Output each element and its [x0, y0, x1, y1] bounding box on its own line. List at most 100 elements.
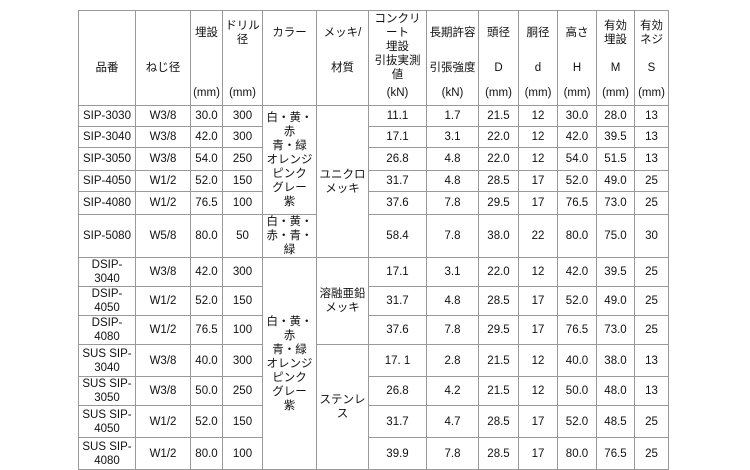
- cell: 48.5: [596, 405, 635, 438]
- header-text: 引抜実測値: [374, 55, 421, 81]
- header-top: 長期許容: [428, 12, 478, 56]
- cell: 52.0: [190, 170, 223, 192]
- part-number: SUS SIP- 4050: [78, 405, 136, 438]
- part-number-line: DSIP-4050: [91, 288, 123, 314]
- header-stack: 品番: [80, 12, 135, 105]
- header-top: ドリル径: [224, 12, 262, 56]
- part-number: SUS SIP- 3050: [78, 376, 136, 406]
- header-text: 埋設: [386, 41, 409, 53]
- data-row: DSIP-4080 W1/2 76.5 100 37.6 7.8 29.5 17 76.5 73.…: [78, 315, 669, 345]
- header-unit: (mm): [520, 81, 557, 105]
- color-line: グレー: [272, 182, 307, 194]
- header-stack: 高さ H (mm): [559, 12, 596, 105]
- cell: 4.2: [426, 376, 479, 406]
- cell: 7.8: [426, 214, 479, 258]
- header-text: 頭径: [487, 27, 510, 39]
- cell: 48.0: [596, 376, 635, 406]
- header-top: 有効 埋設: [598, 12, 634, 56]
- header-stack: メッキ/材質: [318, 12, 368, 105]
- header-text: ネジ: [640, 34, 663, 46]
- data-row: SUS SIP- 4050 W1/2 52.0 150 31.7 4.7 28.5 17 52.0…: [78, 405, 669, 438]
- cell: 17: [518, 170, 558, 192]
- cell: W3/8: [135, 344, 191, 377]
- cell: 37.6: [368, 315, 427, 345]
- header-unit: (kN): [428, 81, 478, 105]
- header-text: メッキ/: [323, 27, 362, 39]
- header-unit: (mm): [559, 81, 596, 105]
- cell: 250: [222, 376, 263, 406]
- cell: 37.6: [368, 191, 427, 215]
- header-top: メッキ/: [318, 12, 368, 56]
- cell: 7.8: [426, 315, 479, 345]
- cell: 52.0: [190, 405, 223, 438]
- header-text: 径: [236, 34, 249, 46]
- cell: W1/2: [135, 437, 191, 470]
- cell: 100: [222, 315, 263, 345]
- header-text: M: [610, 62, 621, 74]
- cell: 52.0: [190, 286, 223, 316]
- cell: 12: [518, 344, 558, 377]
- cell: 7.8: [426, 191, 479, 215]
- cell: 300: [222, 126, 263, 148]
- header-text: 有効: [640, 20, 663, 32]
- cell: 76.5: [190, 191, 223, 215]
- part-number-line: 3040: [94, 361, 120, 374]
- cell: 13: [634, 344, 669, 377]
- cell: W3/8: [135, 257, 191, 287]
- material-line: ステンレス: [319, 394, 366, 420]
- part-number: SIP-5080: [78, 214, 136, 258]
- cell: 80.0: [557, 437, 597, 470]
- data-row: SUS SIP- 3040 W3/8 40.0 300 ステンレス 17. 1 2.8 21.5…: [78, 344, 669, 470]
- color-line: オレンジ: [266, 154, 313, 166]
- header-cell: メッキ/材質: [316, 10, 369, 106]
- cell: 21.5: [478, 344, 519, 377]
- part-number-line: SUS SIP-: [82, 408, 132, 421]
- cell: 31.7: [368, 286, 427, 316]
- cell: 80.0: [190, 214, 223, 258]
- header-mid: 品番: [80, 55, 135, 81]
- cell: 300: [222, 257, 263, 287]
- part-number: SIP-4080: [78, 191, 136, 215]
- material-line: メッキ: [325, 182, 360, 195]
- cell: 50.0: [190, 376, 223, 406]
- cell: 17: [518, 315, 558, 345]
- header-stack: ドリル径 (mm): [224, 12, 262, 105]
- color-line: 白・黄・赤: [266, 315, 313, 342]
- header-text: カラー: [272, 27, 307, 39]
- part-number-line: SIP-4050: [83, 175, 131, 187]
- header-unit: [318, 81, 368, 105]
- cell: 76.5: [596, 437, 635, 470]
- data-row: SIP-4080 W1/2 76.5 100 37.6 7.8 29.5 17 76.5 73.0…: [78, 191, 669, 215]
- cell: 26.8: [368, 147, 427, 171]
- cell: 12: [518, 105, 558, 127]
- cell: 30.0: [557, 105, 597, 127]
- cell: 12: [518, 147, 558, 171]
- header-top: 頭径: [480, 12, 518, 56]
- header-cell: 埋設 (mm): [190, 10, 223, 106]
- cell: 25: [634, 437, 669, 470]
- header-unit: (mm): [480, 81, 518, 105]
- cell: 17: [518, 191, 558, 215]
- data-row: SIP-5080 W5/8 80.0 50 白・黄・ 赤・青・緑 58.4 7.8 38.0 22…: [78, 214, 669, 258]
- cell: 2.8: [426, 344, 479, 377]
- cell: 28.5: [478, 437, 519, 470]
- cell: 17: [518, 286, 558, 316]
- part-number: SUS SIP- 4080: [78, 437, 136, 470]
- cell: W1/2: [135, 191, 191, 215]
- cell: 4.8: [426, 147, 479, 171]
- header-text: 有効: [604, 20, 627, 32]
- header-mid: D: [480, 55, 518, 81]
- cell: 40.0: [557, 344, 597, 377]
- cell: 22.0: [478, 257, 519, 287]
- cell: 76.5: [557, 315, 597, 345]
- part-number-line: SIP-5080: [83, 230, 131, 242]
- header-stack: 有効 ネジ S (mm): [636, 12, 668, 105]
- material-cell: ステンレス: [316, 344, 369, 470]
- cell: 42.0: [557, 257, 597, 287]
- cell: 12: [518, 126, 558, 148]
- cell: 3.1: [426, 257, 479, 287]
- header-cell: 高さ H (mm): [557, 10, 597, 106]
- cell: 21.5: [478, 105, 519, 127]
- part-number-line: 4080: [94, 454, 120, 467]
- cell: 28.5: [478, 405, 519, 438]
